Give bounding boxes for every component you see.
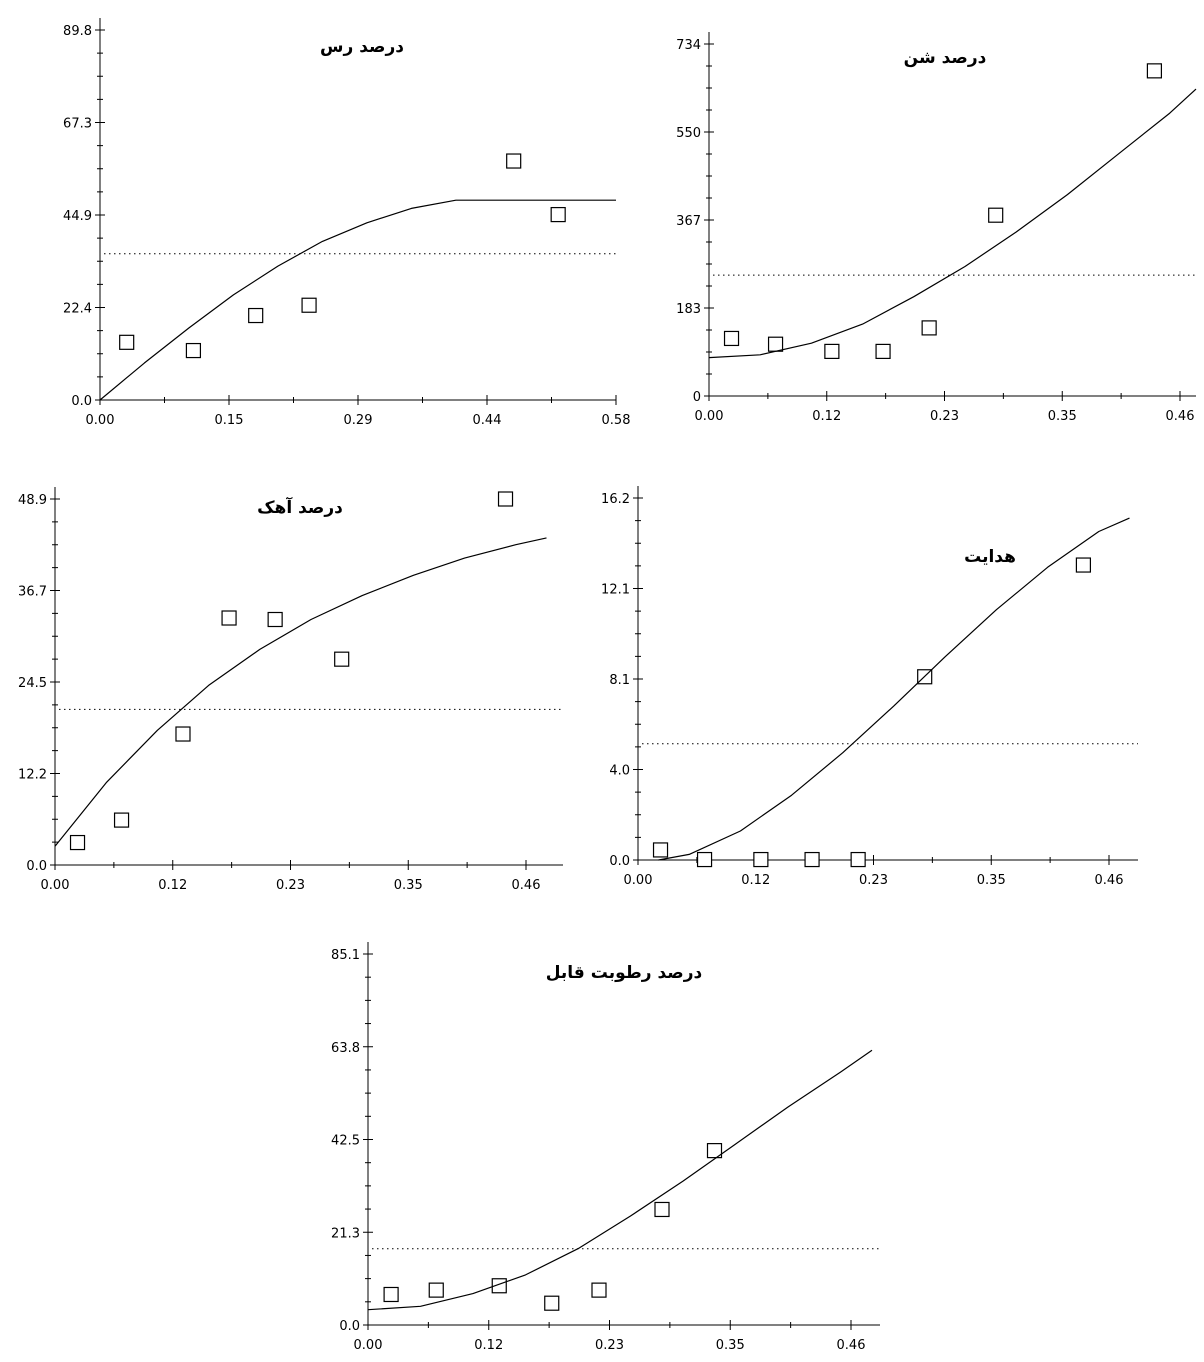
y-tick-label: 21.3 (331, 1226, 360, 1241)
y-tick-label: 44.9 (63, 209, 92, 224)
data-point (652, 842, 669, 858)
data-point (113, 812, 130, 828)
x-tick-label: 0.35 (716, 1338, 745, 1353)
y-tick-label: 67.3 (63, 117, 92, 132)
x-tick-label: 0.35 (977, 873, 1006, 888)
x-tick-label: 0.12 (741, 873, 770, 888)
x-tick-label: 0.00 (86, 413, 115, 428)
y-tick-label: 0.0 (26, 859, 47, 874)
data-point (69, 834, 86, 851)
data-point (221, 610, 237, 626)
chart-clay: درصد رس 0.0 22.4 44.9 67.3 89.8 0.00 0.15 0.29 0… (63, 18, 630, 428)
chart-available-moisture: درصد رطوبت قابل 0.0 21.3 42.5 63.8 85.1 0.00 0… (331, 942, 880, 1353)
data-point (850, 851, 866, 868)
data-point (491, 1278, 507, 1294)
x-tick-label: 0.00 (41, 878, 70, 893)
x-tick-label: 0.46 (1166, 409, 1195, 424)
x-tick-label: 0.12 (812, 409, 841, 424)
data-point (767, 336, 784, 352)
y-tick-label: 183 (676, 302, 701, 317)
data-point (753, 851, 769, 868)
chart-title: درصد شن (904, 48, 987, 68)
y-tick-label: 367 (676, 214, 701, 229)
data-point (185, 342, 202, 359)
data-point (497, 491, 514, 507)
y-tick-label: 24.5 (18, 676, 47, 691)
x-tick-label: 0.29 (344, 413, 373, 428)
data-point (544, 1295, 560, 1311)
data-point (706, 1143, 723, 1159)
x-tick-label: 0.00 (624, 873, 653, 888)
y-tick-label: 22.4 (63, 302, 92, 317)
x-tick-label: 0.44 (473, 413, 502, 428)
y-tick-label: 0.0 (609, 854, 630, 869)
fit-curve (658, 517, 1130, 861)
x-tick-label: 0.23 (859, 873, 888, 888)
data-point (506, 153, 522, 169)
y-tick-label: 734 (676, 38, 701, 53)
y-tick-label: 550 (676, 126, 701, 141)
data-point (804, 851, 820, 868)
fit-curve (367, 1049, 873, 1311)
data-point (1146, 63, 1163, 79)
x-tick-label: 0.35 (394, 878, 423, 893)
x-tick-label: 0.46 (837, 1338, 866, 1353)
data-point (696, 851, 713, 868)
x-tick-label: 0.58 (602, 413, 631, 428)
x-tick-label: 0.12 (158, 878, 187, 893)
chart-title: درصد رطوبت قابل (546, 963, 703, 983)
y-tick-label: 42.5 (331, 1134, 360, 1149)
y-tick-label: 85.1 (331, 948, 360, 963)
data-point (301, 297, 317, 313)
y-tick-label: 16.2 (601, 492, 630, 507)
data-point (550, 206, 566, 223)
data-point (248, 307, 264, 324)
y-tick-label: 48.9 (18, 493, 47, 508)
data-point (875, 343, 891, 360)
chart-lime: درصد آهک 0.0 12.2 24.5 36.7 48.9 0.00 0.12 0.23… (18, 487, 563, 893)
x-tick-label: 0.46 (1095, 873, 1124, 888)
y-tick-label: 4.0 (609, 764, 630, 779)
data-point (591, 1282, 607, 1298)
data-point (723, 330, 740, 347)
chart-conductivity: هدایت 0.0 4.0 8.1 12.1 16.2 0.00 0.12 0.23 0.35 0… (601, 486, 1138, 888)
x-tick-label: 0.12 (474, 1338, 503, 1353)
fit-curve (99, 199, 616, 401)
fit-curve (54, 537, 547, 847)
data-point (383, 1286, 399, 1303)
x-tick-label: 0.35 (1048, 409, 1077, 424)
y-tick-label: 36.7 (18, 585, 47, 600)
data-point (428, 1282, 444, 1298)
y-tick-label: 63.8 (331, 1041, 360, 1056)
x-tick-label: 0.00 (354, 1338, 383, 1353)
data-point (267, 611, 283, 628)
data-point (1075, 557, 1092, 573)
y-tick-label: 8.1 (609, 673, 630, 688)
y-tick-label: 0.0 (339, 1319, 360, 1334)
chart-sand: درصد شن 0 183 367 550 734 0.00 0.12 0.23 0.35 0.4… (676, 32, 1197, 424)
data-point (921, 320, 937, 336)
y-tick-label: 0 (693, 390, 701, 405)
x-tick-label: 0.23 (930, 409, 959, 424)
data-point (119, 334, 135, 350)
x-tick-label: 0.23 (595, 1338, 624, 1353)
data-point (334, 651, 350, 667)
data-point (654, 1201, 670, 1218)
y-tick-label: 89.8 (63, 24, 92, 39)
fit-curve (708, 88, 1197, 359)
x-tick-label: 0.15 (215, 413, 244, 428)
chart-title: درصد آهک (257, 496, 343, 518)
data-point (824, 343, 840, 360)
x-tick-label: 0.00 (695, 409, 724, 424)
x-tick-label: 0.46 (512, 878, 541, 893)
y-tick-label: 12.2 (18, 768, 47, 783)
data-point (175, 726, 191, 742)
x-tick-label: 0.23 (276, 878, 305, 893)
y-tick-label: 0.0 (71, 394, 92, 409)
chart-title: هدایت (964, 547, 1016, 567)
y-tick-label: 12.1 (601, 583, 630, 598)
chart-title: درصد رس (320, 37, 404, 57)
data-point (988, 207, 1004, 223)
